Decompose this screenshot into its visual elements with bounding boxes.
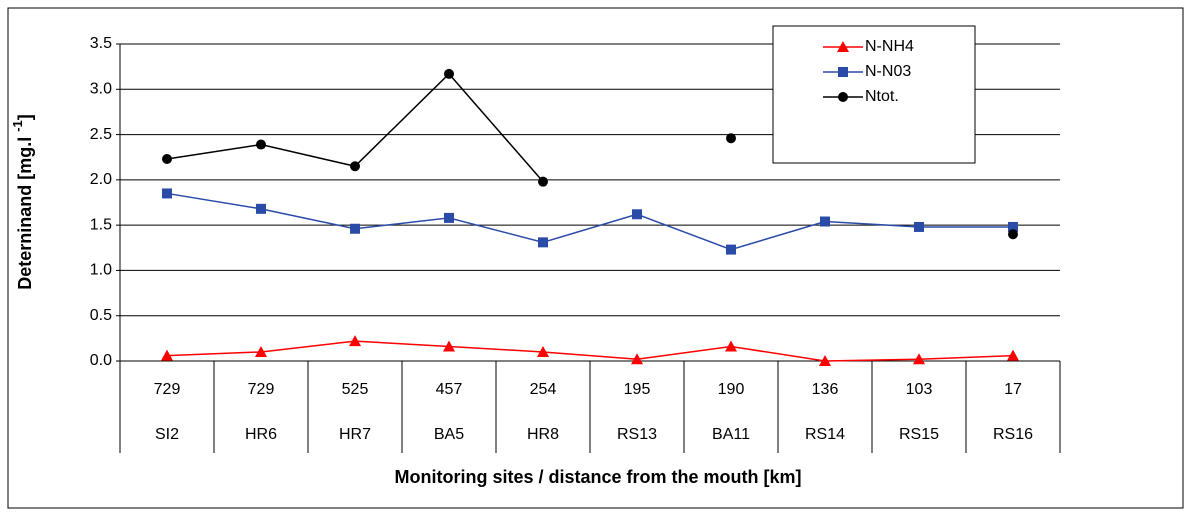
x-tick-label-distance: 254 (530, 381, 557, 398)
legend-marker (838, 92, 848, 102)
legend-label: N-NH4 (865, 38, 914, 55)
legend-marker (838, 67, 848, 77)
x-tick-label: HR6 (245, 426, 277, 443)
x-tick-label-distance: 17 (1004, 381, 1022, 398)
series-line (166, 340, 1014, 362)
y-tick-label: 1.5 (90, 216, 112, 233)
legend-label: N-N03 (865, 63, 911, 80)
data-point (256, 139, 266, 150)
legend-marker (837, 41, 849, 52)
y-tick-label: 0.0 (90, 352, 112, 369)
y-tick-label: 3.0 (90, 81, 112, 98)
data-point (350, 223, 360, 234)
x-tick-label-distance: 190 (718, 381, 745, 398)
x-tick-label-distance: 525 (342, 381, 369, 398)
data-point (444, 68, 454, 79)
x-tick-label: RS13 (617, 426, 657, 443)
data-point (443, 340, 455, 352)
y-axis-title-main: Deterninand [mg.l (15, 132, 35, 290)
data-point (350, 161, 360, 172)
x-tick-label: HR8 (527, 426, 559, 443)
chart-frame (7, 7, 1184, 509)
x-tick-label-distance: 195 (624, 381, 651, 398)
data-point (820, 216, 830, 227)
legend-label: Ntot. (865, 88, 899, 105)
data-point (726, 244, 736, 255)
data-point (538, 237, 548, 248)
data-point (1007, 349, 1019, 361)
y-tick-label: 3.5 (90, 35, 112, 52)
data-point (1008, 221, 1018, 232)
data-point (256, 203, 266, 214)
x-tick-label-distance: 136 (812, 381, 839, 398)
x-tick-label: RS16 (993, 426, 1033, 443)
x-tick-label-distance: 457 (436, 381, 463, 398)
data-point (631, 353, 643, 365)
data-point (162, 188, 172, 199)
data-point (632, 209, 642, 220)
series-line (166, 192, 1013, 251)
data-point (914, 221, 924, 232)
y-tick-label: 0.5 (90, 307, 112, 324)
data-point (819, 355, 831, 366)
x-tick-label: RS15 (899, 426, 939, 443)
x-tick-label: RS14 (805, 426, 845, 443)
legend-box (772, 25, 976, 164)
data-point (444, 212, 454, 223)
data-point (725, 340, 737, 352)
data-point (255, 345, 267, 357)
data-point (161, 349, 173, 361)
y-tick-label: 1.0 (90, 262, 112, 279)
x-tick-label: HR7 (339, 426, 371, 443)
x-tick-label: BA5 (434, 426, 464, 443)
x-tick-label: BA11 (712, 426, 750, 443)
y-axis-title: Deterninand [mg.l -1] (10, 114, 34, 290)
y-axis-title-sup: -1 (10, 120, 25, 132)
data-point (538, 176, 548, 187)
x-axis-title: Monitoring sites / distance from the mou… (394, 467, 801, 487)
data-point (537, 345, 549, 357)
data-point (349, 335, 361, 347)
data-point (162, 154, 172, 165)
data-point (726, 133, 736, 144)
data-point (1008, 229, 1018, 240)
x-tick-label-distance: 103 (906, 381, 933, 398)
y-tick-label: 2.0 (90, 171, 112, 188)
x-tick-label-distance: 729 (248, 381, 275, 398)
y-tick-label: 2.5 (90, 126, 112, 143)
y-axis-title-end: ] (15, 114, 35, 120)
x-tick-label: SI2 (155, 426, 179, 443)
data-point (913, 353, 925, 365)
x-tick-label-distance: 729 (154, 381, 181, 398)
